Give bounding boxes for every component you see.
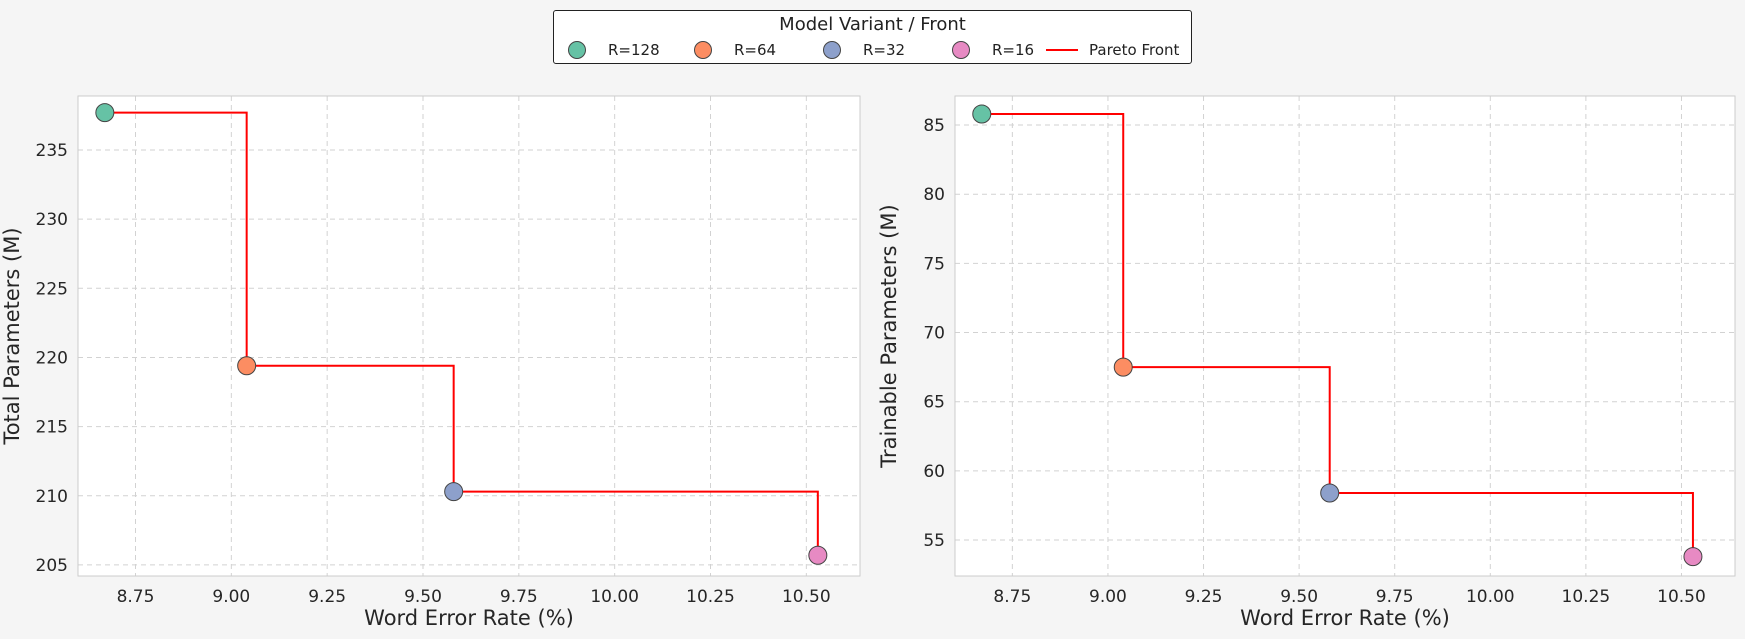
x-tick-label: 9.00: [212, 587, 250, 607]
pareto-front-line: [104, 111, 819, 556]
x-tick-label: 9.00: [1089, 587, 1127, 607]
pareto-front-line: [981, 112, 1694, 557]
y-axis-label: Total Parameters (M): [0, 227, 24, 445]
y-tick-label: 235: [36, 141, 68, 161]
legend-entry-r-16: R=16: [952, 39, 1034, 61]
y-tick-label: 80: [923, 185, 945, 205]
x-axis-label: Word Error Rate (%): [364, 606, 574, 630]
plot-area: [955, 96, 1735, 576]
x-tick-label: 9.75: [1376, 587, 1414, 607]
data-point-r-32: [444, 482, 464, 502]
x-tick-label: 9.25: [308, 587, 346, 607]
x-tick-label: 8.75: [117, 587, 155, 607]
y-tick-label: 70: [923, 324, 945, 344]
x-axis-label: Word Error Rate (%): [1240, 606, 1450, 630]
y-tick-label: 85: [923, 116, 945, 136]
y-tick-label: 60: [923, 462, 945, 482]
legend-marker-swatch: [694, 41, 712, 59]
y-tick-label: 75: [923, 254, 945, 274]
x-tick-label: 10.00: [1466, 587, 1515, 607]
x-tick-label: 9.50: [1280, 587, 1318, 607]
legend-title: Model Variant / Front: [779, 14, 966, 35]
data-point-r-128: [95, 103, 115, 123]
plot-frame: [77, 95, 861, 577]
chart-panel-2: 8.75 9.00 9.25 9.50 9.75 10.00 10.25 10.50 55 60 6…: [877, 95, 1736, 630]
plot-area: [78, 96, 860, 576]
y-tick-label: 210: [36, 487, 68, 507]
legend-label: R=32: [863, 41, 906, 59]
legend-label: R=16: [992, 41, 1035, 59]
x-tick-label: 10.50: [1657, 587, 1706, 607]
x-tick-label: 9.25: [1185, 587, 1223, 607]
y-tick-label: 225: [36, 279, 68, 299]
data-point-r-16: [808, 545, 828, 565]
plot-frame: [954, 95, 1736, 577]
legend-entry-r-32: R=32: [823, 39, 905, 61]
legend-label: R=128: [608, 41, 660, 59]
x-tick-label: 10.00: [590, 587, 639, 607]
y-axis-label: Trainable Parameters (M): [877, 204, 901, 468]
legend-entry-r-128: R=128: [568, 39, 660, 61]
legend-entry-pareto-front: Pareto Front: [1046, 39, 1179, 61]
x-tick-label: 9.75: [500, 587, 538, 607]
data-point-r-128: [972, 104, 992, 124]
y-tick-label: 215: [36, 418, 68, 438]
x-tick-label: 10.50: [782, 587, 831, 607]
y-tick-label: 55: [923, 531, 945, 551]
data-point-r-32: [1320, 483, 1340, 503]
y-tick-label: 230: [36, 210, 68, 230]
data-point-r-16: [1683, 547, 1703, 567]
legend-label: R=64: [734, 41, 777, 59]
data-point-r-64: [1113, 357, 1133, 377]
x-tick-label: 9.50: [404, 587, 442, 607]
legend-marker-swatch: [823, 41, 841, 59]
x-tick-label: 10.25: [1562, 587, 1611, 607]
legend-marker-swatch: [568, 41, 586, 59]
y-tick-label: 220: [36, 348, 68, 368]
data-point-r-64: [237, 356, 257, 376]
legend-label: Pareto Front: [1089, 41, 1180, 59]
y-tick-label: 65: [923, 393, 945, 413]
legend-line-swatch: [1046, 49, 1078, 51]
legend-entry-r-64: R=64: [694, 39, 776, 61]
legend: Model Variant / Front R=128 R=64 R=32 R=16 P…: [553, 10, 1192, 64]
y-tick-label: 205: [36, 556, 68, 576]
x-tick-label: 8.75: [993, 587, 1031, 607]
x-tick-label: 10.25: [686, 587, 735, 607]
chart-panel-1: 8.75 9.00 9.25 9.50 9.75 10.00 10.25 10.50 205 21…: [0, 95, 861, 630]
legend-marker-swatch: [952, 41, 970, 59]
